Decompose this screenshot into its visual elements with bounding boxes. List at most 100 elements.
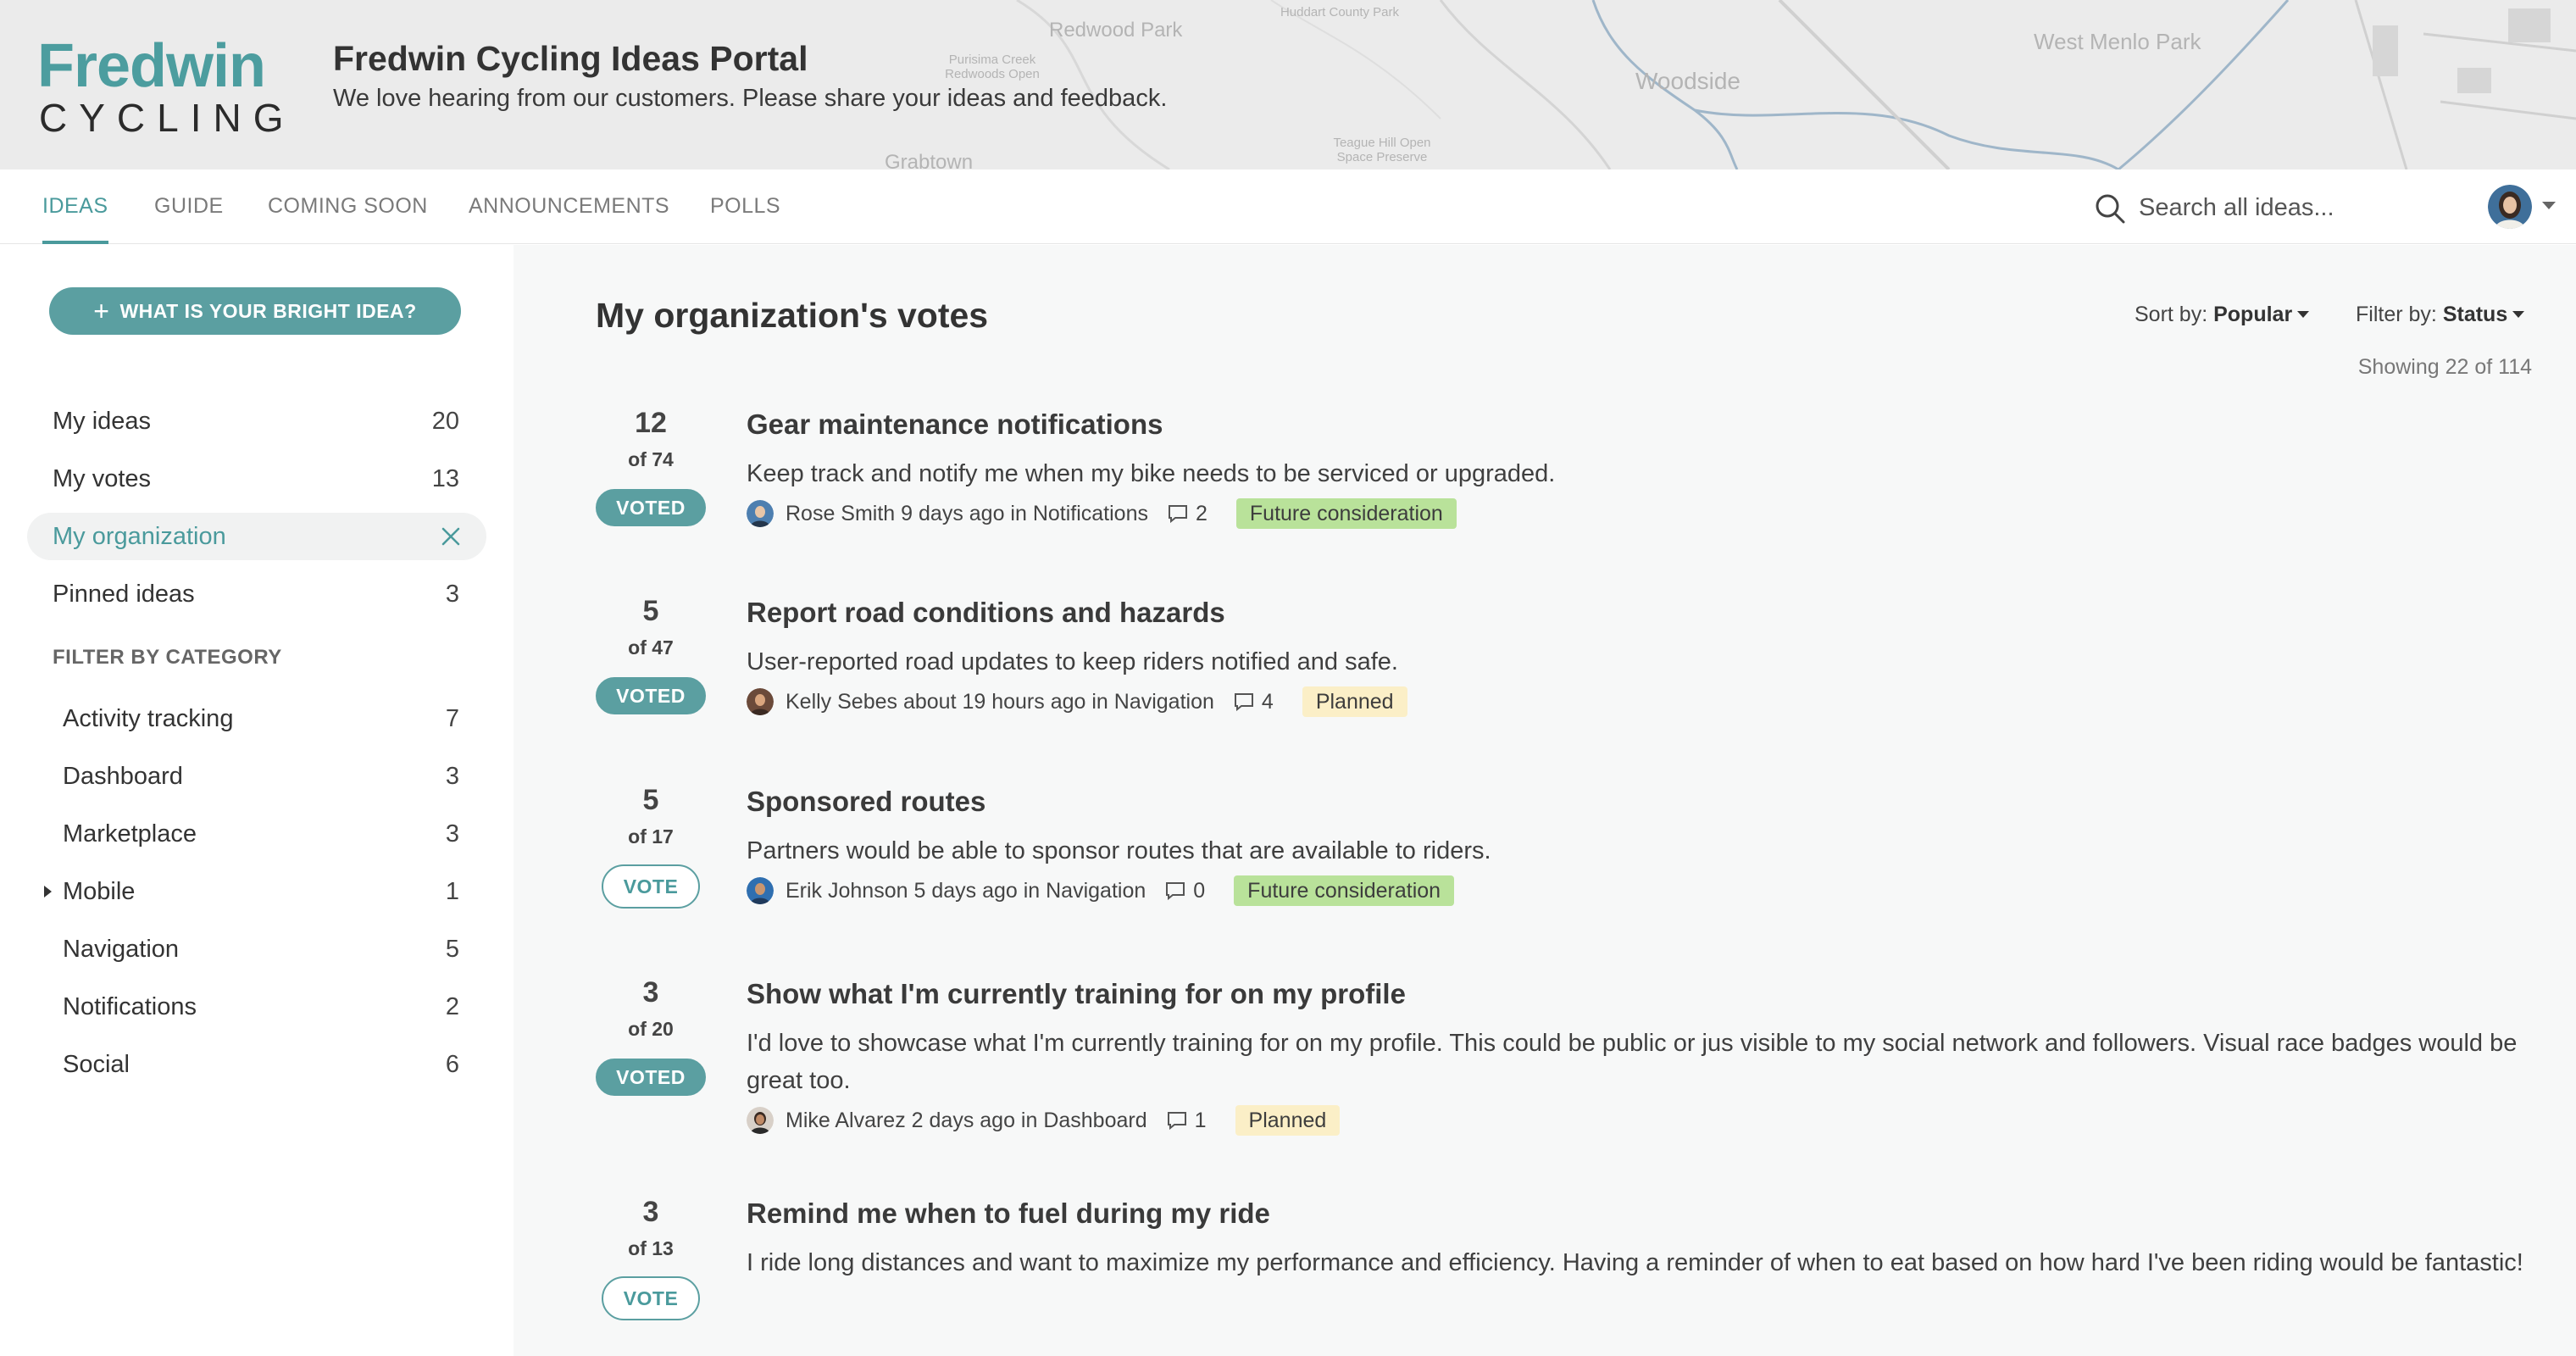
comment-icon[interactable]: [1167, 503, 1189, 524]
sidebar-item-my-ideas[interactable]: My ideas 20: [27, 397, 486, 445]
header-map-background: [0, 0, 2576, 170]
close-icon[interactable]: [441, 526, 461, 547]
sidebar-item-label: My organization: [53, 523, 226, 550]
vote-column: 12 of 74 VOTED: [596, 406, 706, 526]
vote-count: 3: [642, 1196, 659, 1228]
page-title: My organization's votes: [596, 296, 989, 335]
user-avatar[interactable]: [2488, 185, 2532, 229]
sort-dropdown[interactable]: Sort by: Popular: [2135, 303, 2310, 327]
vote-button[interactable]: VOTED: [596, 1059, 706, 1096]
tab-ideas[interactable]: IDEAS: [42, 170, 108, 244]
sidebar-item-my-votes[interactable]: My votes 13: [27, 455, 486, 503]
idea-body: Report road conditions and hazards User-…: [747, 594, 2534, 720]
search-input[interactable]: [2139, 188, 2444, 227]
results-count: Showing 22 of 114: [2357, 355, 2532, 379]
category-social[interactable]: Social 6: [27, 1041, 486, 1088]
comment-count[interactable]: 1: [1194, 1108, 1207, 1132]
author-avatar: [747, 1107, 774, 1134]
idea-description: I'd love to showcase what I'm currently …: [747, 1030, 2518, 1094]
map-label: Redwood Park: [1049, 19, 1183, 42]
sidebar-item-pinned-ideas[interactable]: Pinned ideas 3: [27, 570, 486, 618]
category-count: 1: [445, 878, 459, 905]
category-label: Navigation: [63, 936, 180, 963]
idea-title[interactable]: Sponsored routes: [747, 786, 986, 817]
idea-author-info: Rose Smith 9 days ago in Notifications: [786, 501, 1148, 525]
search-icon[interactable]: [2093, 192, 2127, 225]
idea-body: Remind me when to fuel during my ride I …: [747, 1195, 2534, 1281]
sidebar-item-label: My ideas: [53, 408, 152, 435]
category-navigation[interactable]: Navigation 5: [27, 925, 486, 973]
vote-column: 3 of 20 VOTED: [596, 975, 706, 1096]
category-count: 3: [445, 763, 459, 790]
comment-icon[interactable]: [1166, 1110, 1188, 1131]
comment-icon[interactable]: [1164, 881, 1186, 901]
ideas-list-panel: My organization's votes Sort by: Popular…: [514, 245, 2576, 1356]
category-label: Mobile: [63, 878, 136, 905]
tab-announcements[interactable]: ANNOUNCEMENTS: [469, 194, 670, 218]
user-menu[interactable]: [2488, 185, 2561, 229]
comment-icon[interactable]: [1233, 692, 1255, 712]
idea-title[interactable]: Report road conditions and hazards: [747, 597, 1225, 628]
comment-count[interactable]: 4: [1261, 689, 1274, 714]
idea-meta: Rose Smith 9 days ago in Notifications 2…: [747, 496, 2534, 531]
idea-author-info: Mike Alvarez 2 days ago in Dashboard: [786, 1108, 1147, 1132]
tab-polls[interactable]: POLLS: [710, 194, 781, 218]
idea-title[interactable]: Show what I'm currently training for on …: [747, 978, 1406, 1009]
author-avatar: [747, 688, 774, 715]
category-notifications[interactable]: Notifications 2: [27, 983, 486, 1031]
comment-count[interactable]: 2: [1196, 501, 1208, 525]
status-badge: Future consideration: [1235, 498, 1457, 529]
status-badge: Planned: [1235, 1105, 1341, 1136]
vote-button[interactable]: VOTED: [596, 489, 706, 526]
vote-total: of 13: [628, 1237, 674, 1259]
idea-description: I ride long distances and want to maximi…: [747, 1249, 2523, 1276]
idea-meta: Mike Alvarez 2 days ago in Dashboard 1 P…: [747, 1103, 2534, 1138]
logo-wordmark: Fredwin: [37, 32, 266, 100]
map-label: West Menlo Park: [2034, 29, 2201, 54]
vote-total: of 20: [628, 1018, 674, 1040]
vote-button[interactable]: VOTE: [602, 1276, 700, 1320]
sidebar-item-label: My votes: [53, 465, 152, 492]
tab-guide[interactable]: GUIDE: [154, 194, 224, 218]
status-badge: Future consideration: [1234, 875, 1455, 906]
vote-button[interactable]: VOTED: [596, 677, 706, 714]
category-label: Social: [63, 1051, 130, 1078]
vote-total: of 17: [628, 825, 674, 848]
idea-title[interactable]: Remind me when to fuel during my ride: [747, 1198, 1270, 1229]
category-marketplace[interactable]: Marketplace 3: [27, 810, 486, 858]
category-mobile[interactable]: Mobile 1: [27, 868, 486, 915]
sidebar-item-count: 20: [431, 408, 459, 435]
new-idea-button[interactable]: + WHAT IS YOUR BRIGHT IDEA?: [49, 287, 461, 335]
author-avatar: [747, 500, 774, 527]
map-label: Purisima Creek Redwoods Open: [945, 53, 1040, 81]
map-label: Woodside: [1635, 68, 1741, 94]
vote-button[interactable]: VOTE: [602, 864, 700, 909]
tab-coming-soon[interactable]: COMING SOON: [268, 194, 428, 218]
plus-icon: +: [93, 296, 110, 326]
idea-description: Keep track and notify me when my bike ne…: [747, 460, 1556, 487]
category-count: 6: [445, 1051, 459, 1078]
chevron-down-icon[interactable]: [2542, 202, 2556, 209]
map-label: Huddart County Park: [1280, 5, 1400, 19]
category-activity-tracking[interactable]: Activity tracking 7: [27, 695, 486, 742]
portal-header: Redwood Park Huddart County Park Purisim…: [0, 0, 2576, 170]
category-count: 2: [445, 993, 459, 1020]
sidebar-item-my-organization[interactable]: My organization: [27, 513, 486, 560]
vote-column: 5 of 47 VOTED: [596, 594, 706, 714]
brand-logo[interactable]: Fredwin CYCLING: [37, 32, 308, 140]
category-count: 7: [445, 705, 459, 732]
comment-count[interactable]: 0: [1193, 878, 1206, 903]
idea-meta: Kelly Sebes about 19 hours ago in Naviga…: [747, 684, 2534, 720]
idea-author-info: Erik Johnson 5 days ago in Navigation: [786, 878, 1146, 903]
map-label: Teague Hill Open Space Preserve: [1333, 136, 1431, 164]
status-badge: Planned: [1302, 686, 1407, 717]
sort-value: Popular: [2213, 303, 2293, 326]
idea-description: Partners would be able to sponsor routes…: [747, 837, 1491, 864]
idea-title[interactable]: Gear maintenance notifications: [747, 408, 1163, 440]
filter-dropdown[interactable]: Filter by: Status: [2356, 303, 2525, 327]
caret-right-icon[interactable]: [44, 886, 52, 898]
category-label: Activity tracking: [63, 705, 234, 732]
category-dashboard[interactable]: Dashboard 3: [27, 753, 486, 800]
vote-total: of 74: [628, 448, 674, 470]
new-idea-button-label: WHAT IS YOUR BRIGHT IDEA?: [119, 299, 417, 322]
